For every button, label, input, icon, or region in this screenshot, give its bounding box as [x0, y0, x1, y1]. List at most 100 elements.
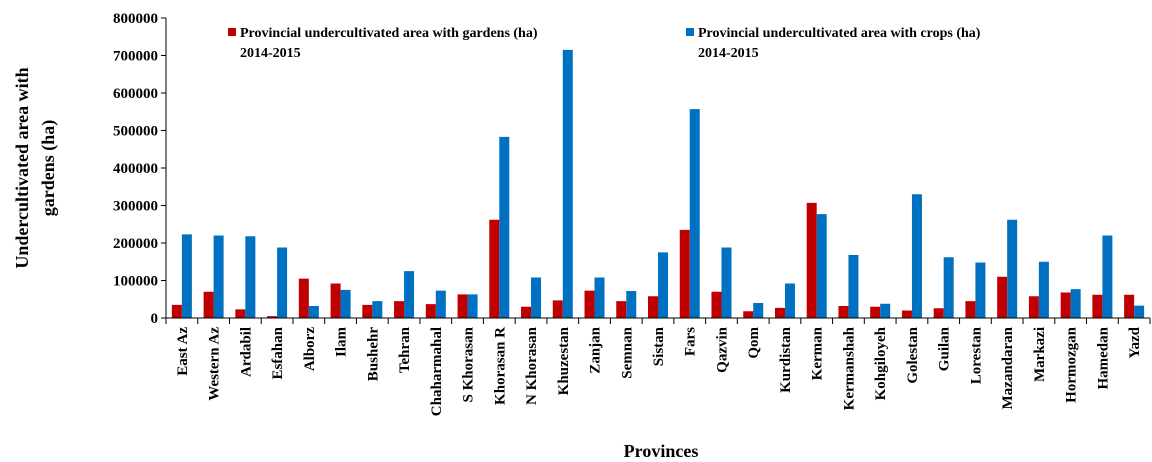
legend-label: Provincial undercultivated area with cro… — [698, 26, 981, 41]
bar-gardens-golestan — [901, 310, 912, 318]
x-tick-label: Lorestan — [968, 326, 984, 384]
x-tick-label: Qazvin — [714, 326, 730, 372]
y-tick-label: 400000 — [113, 161, 158, 177]
x-tick-label: Hamedan — [1095, 326, 1111, 389]
bar-gardens-ardabil — [235, 309, 246, 319]
legend-label: 2014-2015 — [240, 46, 301, 61]
bar-gardens-kermanshah — [838, 306, 849, 318]
x-tick-label: Fars — [683, 327, 699, 356]
x-tick-label: Guilan — [937, 326, 953, 371]
x-tick-label: Khorasan R — [492, 327, 508, 405]
x-tick-label: Esfahan — [270, 326, 286, 379]
bar-crops-yazd — [1134, 305, 1145, 319]
bar-gardens-hormozgan — [1060, 292, 1071, 318]
bar-crops-ilam — [340, 289, 351, 319]
bar-crops-chaharmahal — [435, 290, 446, 319]
bar-gardens-bushehr — [362, 304, 373, 319]
bar-crops-markazi — [1038, 261, 1049, 318]
bar-gardens-chaharmahal — [425, 304, 436, 319]
x-tick-label: Zanjan — [588, 326, 604, 373]
y-tick-label: 300000 — [113, 199, 158, 215]
x-tick-label: Western Az — [207, 327, 223, 401]
x-tick-label: East Az — [175, 327, 191, 376]
bar-crops-semnan — [626, 291, 637, 318]
x-tick-label: Sistan — [651, 326, 667, 366]
bar-gardens-western-az — [203, 291, 214, 318]
bar-crops-east-az — [181, 234, 192, 319]
bar-crops-alborz — [308, 306, 319, 318]
y-axis-title-line: Undercultivated area with — [12, 67, 32, 268]
bar-gardens-khuzestan — [552, 300, 563, 319]
x-tick-label: Hormozgan — [1064, 326, 1080, 402]
bar-gardens-qom — [743, 311, 754, 318]
bar-gardens-kurdistan — [774, 307, 785, 319]
x-tick-label: Alborz — [302, 327, 318, 372]
y-axis: 0 100000 200000 300000 400000 500000 600000 700… — [113, 11, 167, 327]
bar-crops-fars — [689, 109, 700, 319]
bar-crops-guilan — [943, 257, 954, 318]
y-tick-label: 600000 — [113, 86, 158, 102]
bar-crops-zanjan — [594, 277, 605, 318]
bar-gardens-esfahan — [267, 316, 278, 319]
x-tick-label: Semnan — [619, 326, 635, 378]
bar-crops-kerman — [816, 214, 827, 319]
bar-gardens-hamedan — [1092, 294, 1103, 318]
legend-swatch — [228, 28, 236, 36]
x-tick-label: Tehran — [397, 326, 413, 373]
bar-gardens-zanjan — [584, 290, 595, 319]
bar-gardens-lorestan — [965, 301, 976, 319]
legend-label: Provincial undercultivated area with gar… — [240, 26, 538, 41]
bar-gardens-guilan — [933, 308, 944, 318]
bar-gardens-qazvin — [711, 291, 722, 318]
bar-crops-qazvin — [721, 247, 732, 318]
bars — [171, 49, 1145, 319]
x-tick-label: Ilam — [334, 326, 350, 357]
x-tick-label: Kurdistan — [778, 326, 794, 393]
bar-gardens-kohgiloyeh — [870, 306, 881, 318]
bar-crops-khorasan-r — [499, 136, 510, 319]
bar-gardens-mazandaran — [997, 276, 1008, 318]
bar-gardens-east-az — [171, 304, 182, 319]
x-axis-title: Provinces — [624, 441, 699, 461]
bar-crops-kermanshah — [848, 255, 859, 318]
bar-gardens-fars — [679, 229, 690, 319]
bar-gardens-yazd — [1124, 294, 1135, 318]
bar-crops-n-khorasan — [531, 277, 542, 318]
y-tick-label: 800000 — [113, 11, 158, 27]
x-tick-label: Qom — [746, 327, 762, 359]
y-tick-label: 0 — [151, 311, 159, 327]
bar-crops-esfahan — [277, 247, 288, 318]
bar-crops-western-az — [213, 235, 224, 318]
bar-gardens-kerman — [806, 202, 817, 319]
bar-gardens-alborz — [298, 278, 309, 319]
x-tick-label: Yazd — [1127, 326, 1143, 358]
y-axis-title-line: gardens (ha) — [38, 120, 59, 217]
bar-crops-tehran — [404, 271, 415, 319]
bar-crops-hormozgan — [1070, 289, 1081, 319]
x-axis: East Az Western Az Ardabil Esfahan Alborz Ila… — [165, 317, 1151, 416]
bar-gardens-tehran — [394, 301, 405, 319]
bar-crops-lorestan — [975, 262, 986, 318]
bar-gardens-n-khorasan — [521, 306, 532, 318]
legend-swatch — [686, 28, 694, 36]
x-tick-label: Markazi — [1032, 327, 1048, 382]
bar-crops-golestan — [911, 194, 922, 318]
x-tick-label: Ardabil — [238, 327, 254, 377]
bar-gardens-ilam — [330, 283, 341, 318]
y-tick-label: 500000 — [113, 124, 158, 140]
x-tick-label: Chaharmahal — [429, 327, 445, 416]
bar-crops-khuzestan — [562, 49, 573, 319]
y-axis-title: Undercultivated area with gardens (ha) — [12, 67, 59, 268]
x-tick-label: Kohgiloyeh — [873, 326, 889, 400]
bar-crops-s-khorasan — [467, 294, 478, 319]
bar-crops-bushehr — [372, 301, 383, 319]
bar-gardens-khorasan-r — [489, 219, 500, 318]
bar-gardens-sistan — [648, 296, 658, 318]
x-tick-label: Kerman — [810, 326, 826, 380]
bar-crops-mazandaran — [1007, 219, 1018, 318]
bar-crops-qom — [753, 303, 764, 318]
bar-gardens-semnan — [616, 301, 627, 319]
x-tick-label: Khuzestan — [556, 326, 572, 395]
x-tick-label: N Khorasan — [524, 326, 540, 405]
